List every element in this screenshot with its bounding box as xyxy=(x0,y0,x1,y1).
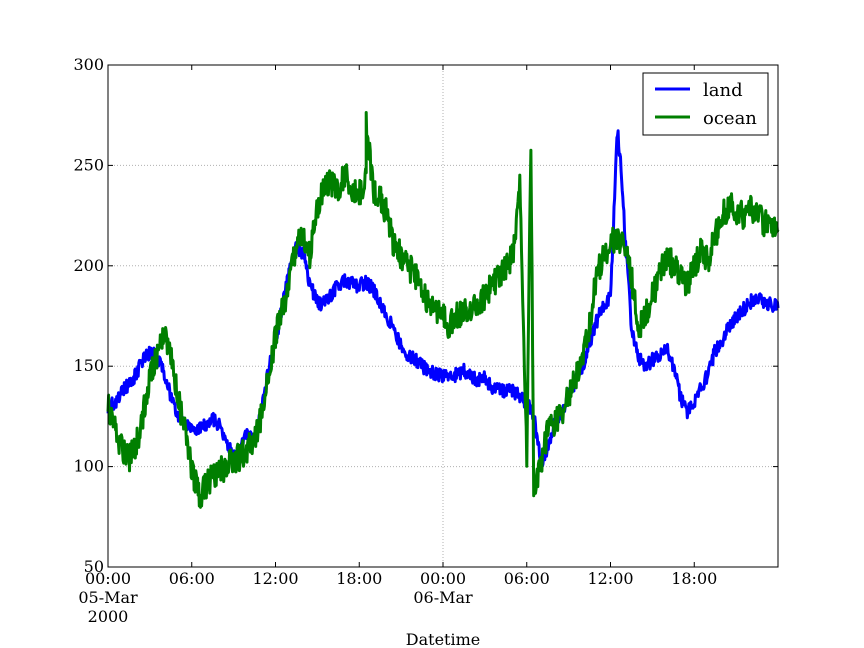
x-tick-label: 18:00 xyxy=(671,569,717,588)
legend-label-land: land xyxy=(703,80,743,101)
tick-marks xyxy=(107,64,778,568)
y-tick-label: 100 xyxy=(73,457,104,476)
x-tick-label: 06:00 xyxy=(504,569,550,588)
series-line-land xyxy=(106,129,780,468)
x-tick-label: 00:00 xyxy=(420,569,466,588)
x-tick-label: 12:00 xyxy=(252,569,298,588)
legend: land ocean xyxy=(642,72,769,136)
series-line-ocean xyxy=(106,111,780,509)
y-tick-label: 200 xyxy=(73,256,104,275)
y-tick-labels: 50 100 150 200 250 300 xyxy=(73,55,104,576)
series-layer xyxy=(106,111,780,509)
x-axis-label: Datetime xyxy=(406,630,480,648)
x-tick-label: 05-Mar xyxy=(78,588,138,607)
y-tick-label: 250 xyxy=(73,155,104,174)
x-tick-label: 12:00 xyxy=(587,569,633,588)
x-tick-label: 18:00 xyxy=(336,569,382,588)
legend-box xyxy=(642,72,769,136)
x-tick-label: 2000 xyxy=(88,607,129,626)
y-tick-label: 300 xyxy=(73,55,104,74)
y-tick-label: 50 xyxy=(84,557,104,576)
x-tick-label: 06-Mar xyxy=(413,588,473,607)
y-tick-label: 150 xyxy=(73,356,104,375)
legend-label-ocean: ocean xyxy=(703,108,757,129)
x-tick-label: 00:00 xyxy=(85,569,131,588)
x-tick-label: 06:00 xyxy=(169,569,215,588)
